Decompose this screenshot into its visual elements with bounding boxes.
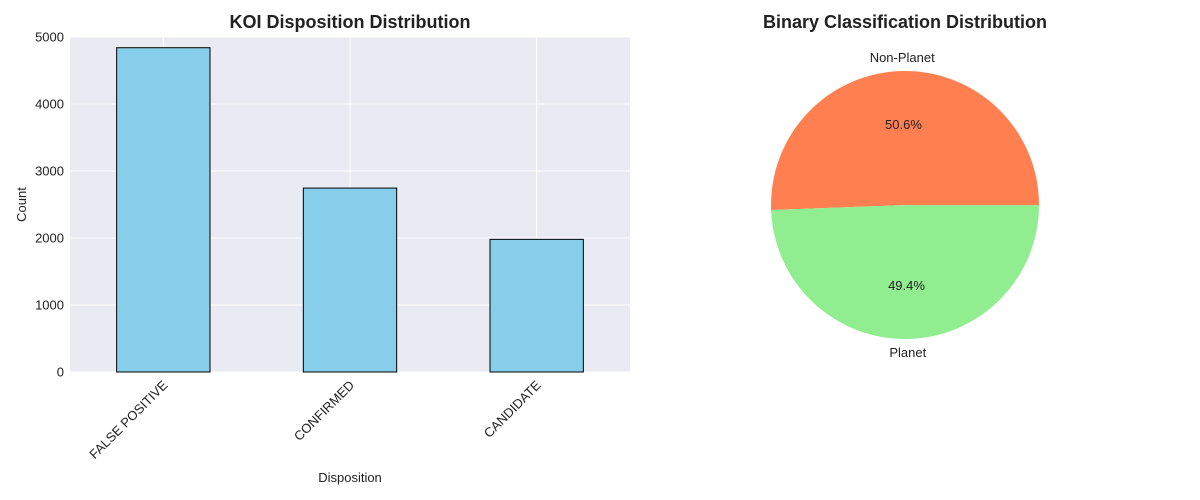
pie-percent-label: 49.4% bbox=[888, 278, 925, 293]
bar bbox=[489, 238, 584, 373]
bar-y-axis-label: Count bbox=[14, 187, 29, 222]
bar-y-tick-label: 5000 bbox=[35, 30, 64, 45]
pie-category-label: Non-Planet bbox=[870, 50, 935, 65]
pie-labels: 50.6% Non-Planet 49.4% Planet bbox=[870, 50, 935, 360]
bar-x-tick-label: FALSE POSITIVE bbox=[86, 377, 170, 461]
bar-y-tick-label: 4000 bbox=[35, 97, 64, 112]
pie-slice bbox=[771, 205, 1039, 340]
bar-y-tick-label: 3000 bbox=[35, 164, 64, 179]
bar-y-ticks: 0 1000 2000 3000 4000 5000 bbox=[35, 30, 64, 380]
pie-percent-label: 50.6% bbox=[885, 117, 922, 132]
bar-y-tick-label: 0 bbox=[57, 365, 64, 380]
pie-slices bbox=[771, 71, 1039, 340]
bar-bars bbox=[116, 47, 584, 373]
bar-chart: 0 1000 2000 3000 4000 5000 FALSE POSITIVE CONF… bbox=[14, 12, 630, 485]
bar-x-tick-label: CONFIRMED bbox=[291, 378, 357, 444]
bar-x-axis-label: Disposition bbox=[318, 470, 382, 485]
pie-chart-title: Binary Classification Distribution bbox=[763, 12, 1047, 32]
bar-x-ticks: FALSE POSITIVE CONFIRMED CANDIDATE bbox=[86, 377, 544, 461]
bar-y-tick-label: 1000 bbox=[35, 298, 64, 313]
bar-y-tick-label: 2000 bbox=[35, 231, 64, 246]
pie-slice bbox=[771, 71, 1039, 211]
bar-x-tick-label: CANDIDATE bbox=[481, 377, 544, 440]
pie-chart: 50.6% Non-Planet 49.4% Planet Binary Classi… bbox=[763, 12, 1047, 360]
bar bbox=[116, 47, 211, 373]
bar-chart-title: KOI Disposition Distribution bbox=[230, 12, 471, 32]
pie-category-label: Planet bbox=[889, 345, 926, 360]
bar bbox=[302, 187, 398, 373]
